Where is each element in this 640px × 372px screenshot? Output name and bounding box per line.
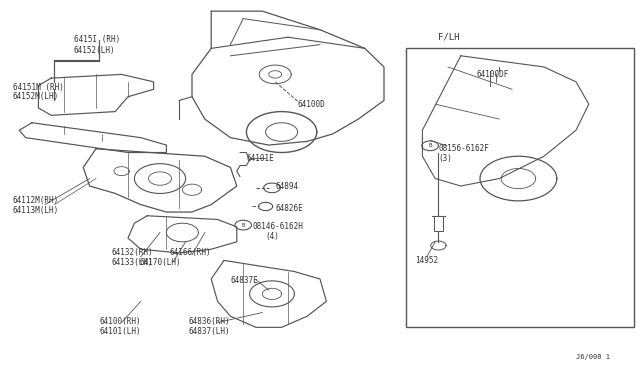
Text: 64151M (RH): 64151M (RH) bbox=[13, 83, 63, 92]
Text: 64166(RH): 64166(RH) bbox=[170, 248, 211, 257]
Text: 08146-6162H: 08146-6162H bbox=[253, 222, 303, 231]
Text: 64100(RH): 64100(RH) bbox=[99, 317, 141, 326]
Text: 64101E: 64101E bbox=[246, 154, 274, 163]
Bar bbox=[406, 48, 634, 327]
Bar bbox=[434, 216, 443, 231]
Text: 64133(LH): 64133(LH) bbox=[112, 258, 154, 267]
Text: 64826E: 64826E bbox=[275, 204, 303, 213]
Text: (4): (4) bbox=[266, 232, 280, 241]
Text: J6/000 1: J6/000 1 bbox=[576, 354, 610, 360]
Text: 08156-6162F: 08156-6162F bbox=[438, 144, 489, 153]
Text: 64100D: 64100D bbox=[298, 100, 325, 109]
Text: 64113M(LH): 64113M(LH) bbox=[13, 206, 59, 215]
Text: 14952: 14952 bbox=[415, 256, 438, 265]
Text: 64837E: 64837E bbox=[230, 276, 258, 285]
Text: 64836(RH): 64836(RH) bbox=[189, 317, 230, 326]
Text: 64100DF: 64100DF bbox=[477, 70, 509, 79]
Text: F/LH: F/LH bbox=[438, 33, 460, 42]
Text: 64101(LH): 64101(LH) bbox=[99, 327, 141, 336]
Text: 64152M(LH): 64152M(LH) bbox=[13, 92, 59, 101]
Text: 64894: 64894 bbox=[275, 182, 298, 190]
Text: 64112M(RH): 64112M(RH) bbox=[13, 196, 59, 205]
Text: 64170(LH): 64170(LH) bbox=[140, 258, 181, 267]
Text: 64152(LH): 64152(LH) bbox=[74, 46, 115, 55]
Text: B: B bbox=[241, 222, 245, 228]
Text: B: B bbox=[428, 143, 432, 148]
Text: 64837(LH): 64837(LH) bbox=[189, 327, 230, 336]
Text: (3): (3) bbox=[438, 154, 452, 163]
Text: 6415I (RH): 6415I (RH) bbox=[74, 35, 120, 44]
Text: 64132(RH): 64132(RH) bbox=[112, 248, 154, 257]
